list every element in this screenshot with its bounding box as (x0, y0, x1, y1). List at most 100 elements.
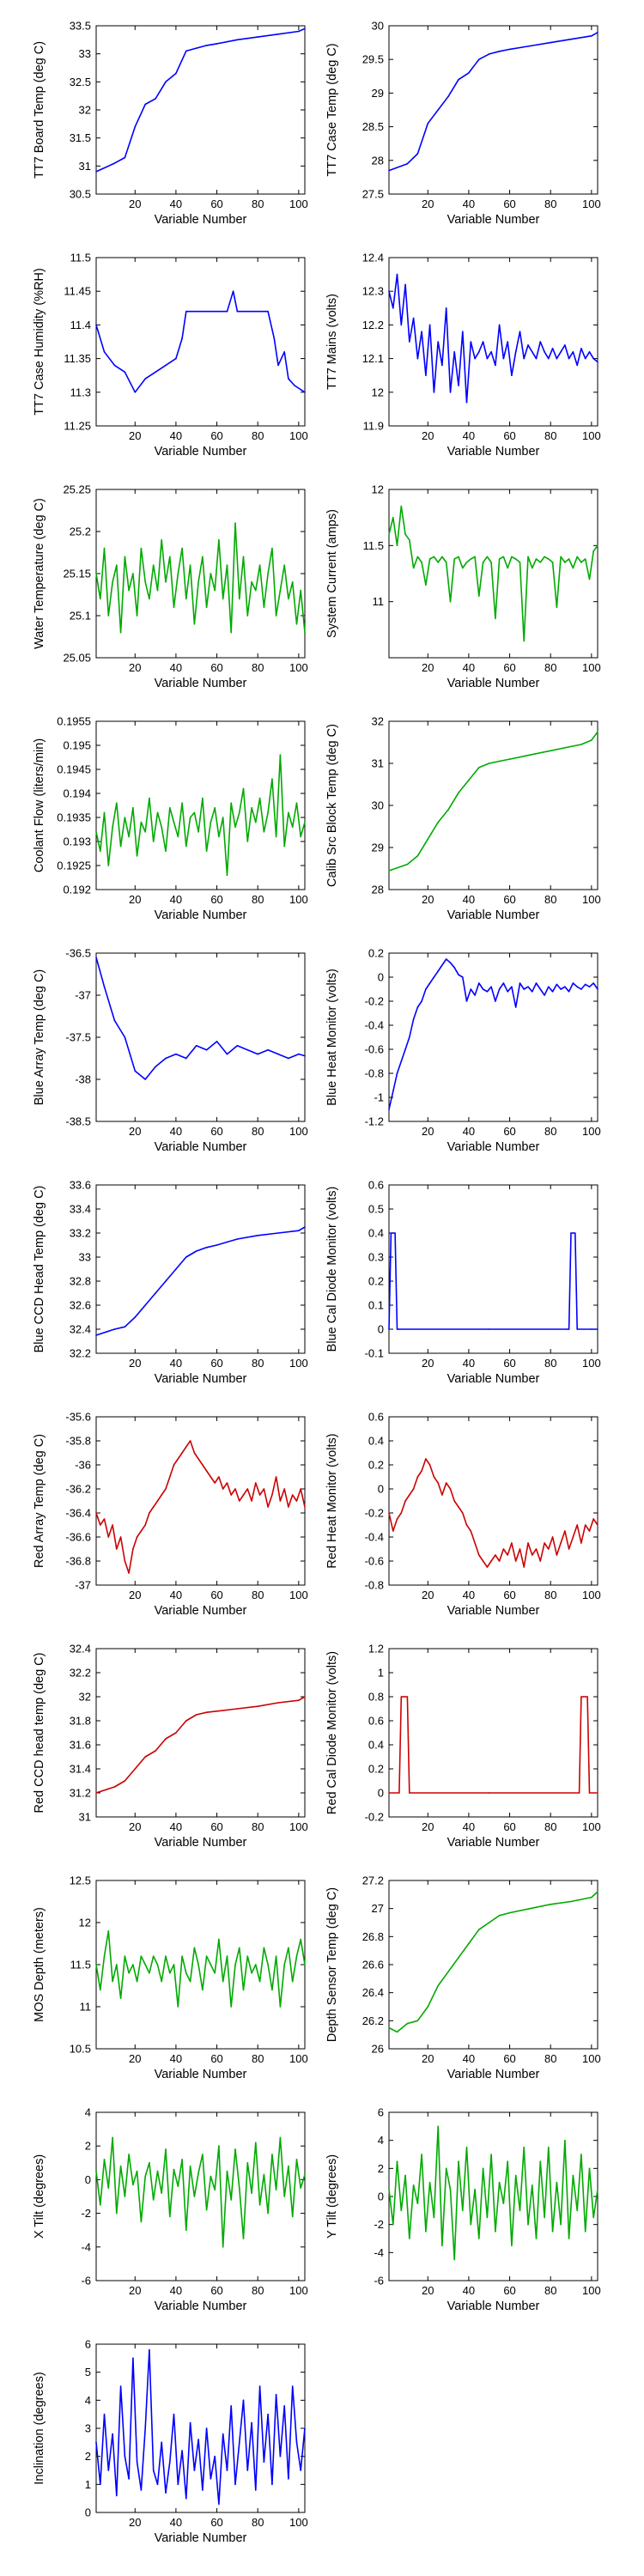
data-point (390, 1232, 392, 1234)
data-point (210, 2175, 212, 2178)
plot-frame (388, 1184, 598, 1354)
data-point (304, 27, 306, 30)
x-tick-label: 80 (252, 1820, 264, 1833)
data-point (591, 1328, 592, 1330)
data-point (396, 1518, 398, 1520)
data-point (222, 2246, 224, 2248)
y-tick-label: 0.4 (368, 1739, 384, 1752)
data-point (453, 2258, 455, 2261)
data-point (551, 2231, 554, 2233)
y-tick-label: 28.5 (362, 120, 384, 133)
data-point (169, 2215, 171, 2218)
data-point (470, 988, 472, 990)
data-point (128, 589, 130, 592)
data-point (197, 581, 199, 583)
data-point (205, 1470, 208, 1472)
x-axis-label: Variable Number (447, 2300, 540, 2313)
x-tick-label: 40 (463, 661, 475, 674)
x-tick-label: 20 (422, 2052, 434, 2065)
data-point (507, 341, 508, 343)
data-point (267, 811, 269, 814)
y-tick-label: 31.2 (70, 1787, 91, 1800)
x-tick-label: 60 (210, 2284, 222, 2297)
data-point (169, 1476, 171, 1478)
x-tick-label: 100 (289, 893, 308, 906)
x-tick-label: 80 (544, 661, 556, 674)
data-point (495, 1000, 496, 1002)
data-point (236, 39, 239, 41)
data-point (291, 826, 294, 828)
data-point (197, 831, 199, 833)
data-point (502, 1548, 505, 1550)
data-series-line (95, 1440, 306, 1574)
data-point (267, 1964, 269, 1965)
y-tick-label: -0.4 (365, 1019, 384, 1032)
y-tick-label: 29 (372, 87, 384, 100)
data-point (437, 562, 440, 563)
data-point (128, 1972, 130, 1974)
data-point (568, 2238, 570, 2239)
data-point (181, 1452, 183, 1454)
data-point (95, 573, 97, 574)
data-point (216, 1244, 218, 1246)
data-point (165, 81, 167, 83)
x-tick-label: 80 (544, 2052, 556, 2065)
data-point (124, 2455, 126, 2458)
data-point (580, 1696, 582, 1698)
data-point (295, 2159, 298, 2160)
y-axis-label: Coolant Flow (liters/min) (33, 738, 46, 872)
y-tick-label: 0.192 (63, 884, 91, 896)
data-point (474, 2189, 476, 2190)
y-tick-label: 32 (79, 1691, 91, 1704)
data-point (197, 1458, 199, 1460)
y-tick-label: 0.1955 (57, 715, 91, 728)
data-point (156, 2170, 159, 2172)
data-point (548, 2147, 550, 2148)
data-point (271, 1494, 273, 1496)
x-tick-label: 40 (463, 1125, 475, 1138)
data-series-line (389, 1696, 598, 1794)
data-point (116, 1964, 118, 1965)
y-tick-label: -4 (81, 2240, 91, 2253)
y-tick-label: -36 (75, 1459, 91, 1472)
data-point (177, 835, 179, 838)
data-point (462, 331, 464, 333)
data-point (532, 2184, 533, 2186)
y-tick-label: -1 (374, 1091, 384, 1104)
data-point (388, 2189, 390, 2190)
data-point (124, 1036, 126, 1038)
data-point (458, 974, 459, 975)
data-point (161, 1980, 162, 1983)
data-point (255, 1482, 257, 1484)
data-point (218, 539, 220, 541)
data-point (232, 290, 234, 293)
data-point (226, 2170, 228, 2172)
data-point (539, 988, 542, 990)
data-point (498, 51, 501, 52)
data-point (214, 589, 216, 592)
chart-panel: 20 40 60 80 100 -6 -4 -2 0 2 4 Variable Number X Til… (33, 2106, 308, 2314)
data-point (300, 2187, 302, 2189)
data-point (185, 845, 187, 848)
data-point (421, 1000, 422, 1002)
data-point (132, 1964, 134, 1965)
data-point (263, 1488, 265, 1490)
data-point (551, 348, 554, 349)
y-tick-label: 12.1 (362, 352, 384, 365)
x-tick-label: 40 (170, 1589, 182, 1601)
data-point (462, 567, 464, 569)
data-point (210, 1964, 212, 1965)
data-point (409, 1036, 410, 1038)
data-point (550, 41, 551, 44)
data-point (177, 573, 179, 574)
data-point (156, 1964, 159, 1965)
data-point (258, 564, 261, 566)
data-point (523, 640, 525, 642)
data-point (258, 797, 261, 799)
data-point (588, 986, 591, 987)
x-tick-label: 20 (129, 2284, 141, 2297)
data-point (119, 1997, 122, 1999)
data-point (478, 1554, 480, 1556)
data-point (255, 589, 257, 592)
data-point (132, 2357, 134, 2360)
